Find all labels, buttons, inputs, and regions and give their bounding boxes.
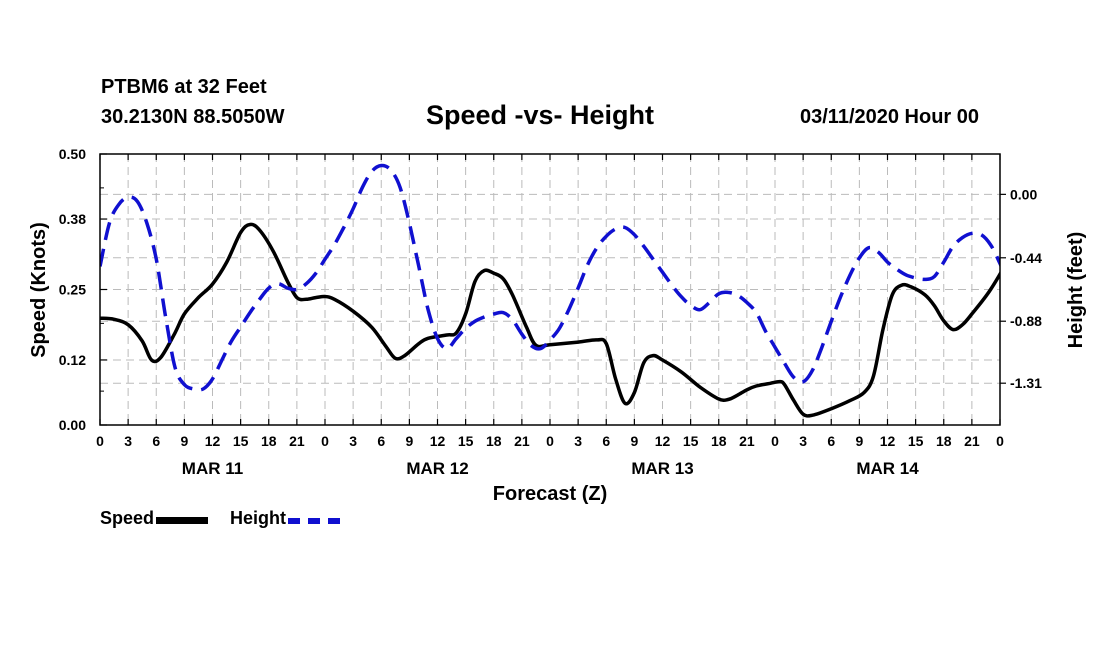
x-tick-label: 6 xyxy=(377,433,385,449)
right-tick-label: -1.31 xyxy=(1010,375,1042,391)
x-tick-label: 3 xyxy=(124,433,132,449)
x-tick-label: 6 xyxy=(827,433,835,449)
legend-speed-swatch xyxy=(156,517,209,524)
x-tick-label: 18 xyxy=(711,433,727,449)
x-tick-label: 18 xyxy=(486,433,502,449)
x-tick-label: 15 xyxy=(458,433,474,449)
legend-height-label: Height xyxy=(230,508,286,528)
x-tick-label: 21 xyxy=(964,433,980,449)
x-tick-label: 18 xyxy=(261,433,277,449)
day-label: MAR 12 xyxy=(406,459,468,478)
series-line-speed xyxy=(100,222,1000,418)
x-tick-label: 0 xyxy=(771,433,779,449)
x-tick-label: 9 xyxy=(405,433,413,449)
left-axis-title: Speed (Knots) xyxy=(28,222,50,358)
x-tick-label: 21 xyxy=(514,433,530,449)
x-tick-label: 12 xyxy=(655,433,671,449)
grid xyxy=(100,154,1000,425)
series-line-height xyxy=(100,163,1000,392)
x-tick-label: 6 xyxy=(152,433,160,449)
x-tick-label: 0 xyxy=(996,433,1004,449)
date-hour-label: 03/11/2020 Hour 00 xyxy=(800,106,980,128)
x-tick-label: 12 xyxy=(205,433,221,449)
x-axis-title: Forecast (Z) xyxy=(493,483,607,505)
legend-speed-label: Speed xyxy=(100,508,155,528)
x-tick-label: 21 xyxy=(739,433,755,449)
day-label: MAR 14 xyxy=(856,459,919,478)
x-tick-label: 21 xyxy=(289,433,305,449)
axis-ticks xyxy=(99,153,1006,426)
day-label: MAR 11 xyxy=(182,459,243,478)
x-tick-label: 12 xyxy=(880,433,896,449)
right-tick-label: -0.44 xyxy=(1010,250,1042,266)
x-tick-label: 3 xyxy=(574,433,582,449)
x-tick-label: 6 xyxy=(602,433,610,449)
left-tick-label: 0.12 xyxy=(59,352,86,368)
legend-speed: Speed xyxy=(100,508,209,529)
x-tick-label: 0 xyxy=(546,433,554,449)
plot-frame xyxy=(99,153,1001,426)
right-tick-label: 0.00 xyxy=(1010,186,1037,202)
day-label: MAR 13 xyxy=(631,459,693,478)
x-tick-label: 9 xyxy=(180,433,188,449)
right-axis-title: Height (feet) xyxy=(1065,232,1087,349)
legend-height-swatch xyxy=(288,517,340,524)
chart-title: Speed -vs- Height xyxy=(426,100,655,130)
x-tick-label: 15 xyxy=(233,433,249,449)
left-tick-label: 0.25 xyxy=(59,282,86,298)
x-tick-label: 3 xyxy=(349,433,357,449)
left-tick-label: 0.00 xyxy=(59,417,86,433)
x-tick-label: 18 xyxy=(936,433,952,449)
series-group xyxy=(100,163,1000,418)
x-tick-label: 15 xyxy=(683,433,699,449)
x-tick-label: 9 xyxy=(630,433,638,449)
legend-height: Height xyxy=(230,508,340,529)
x-tick-label: 15 xyxy=(908,433,924,449)
x-tick-label: 0 xyxy=(96,433,104,449)
series-lines xyxy=(100,163,1000,418)
x-tick-label: 3 xyxy=(799,433,807,449)
left-tick-label: 0.38 xyxy=(59,211,86,227)
right-tick-label: -0.88 xyxy=(1010,313,1042,329)
x-tick-label: 12 xyxy=(430,433,446,449)
axis-labels: 0 3 6 9 12 15 18 21 0 3 6 9 12 15 18 21 0 3 6 9 12 15 18 21 0 3 6 9… xyxy=(59,146,1042,478)
coordinates-label: 30.2130N 88.5050W xyxy=(101,106,285,128)
left-tick-label: 0.50 xyxy=(59,146,86,162)
station-label: PTBM6 at 32 Feet xyxy=(101,76,267,98)
x-tick-label: 9 xyxy=(855,433,863,449)
x-tick-label: 0 xyxy=(321,433,329,449)
